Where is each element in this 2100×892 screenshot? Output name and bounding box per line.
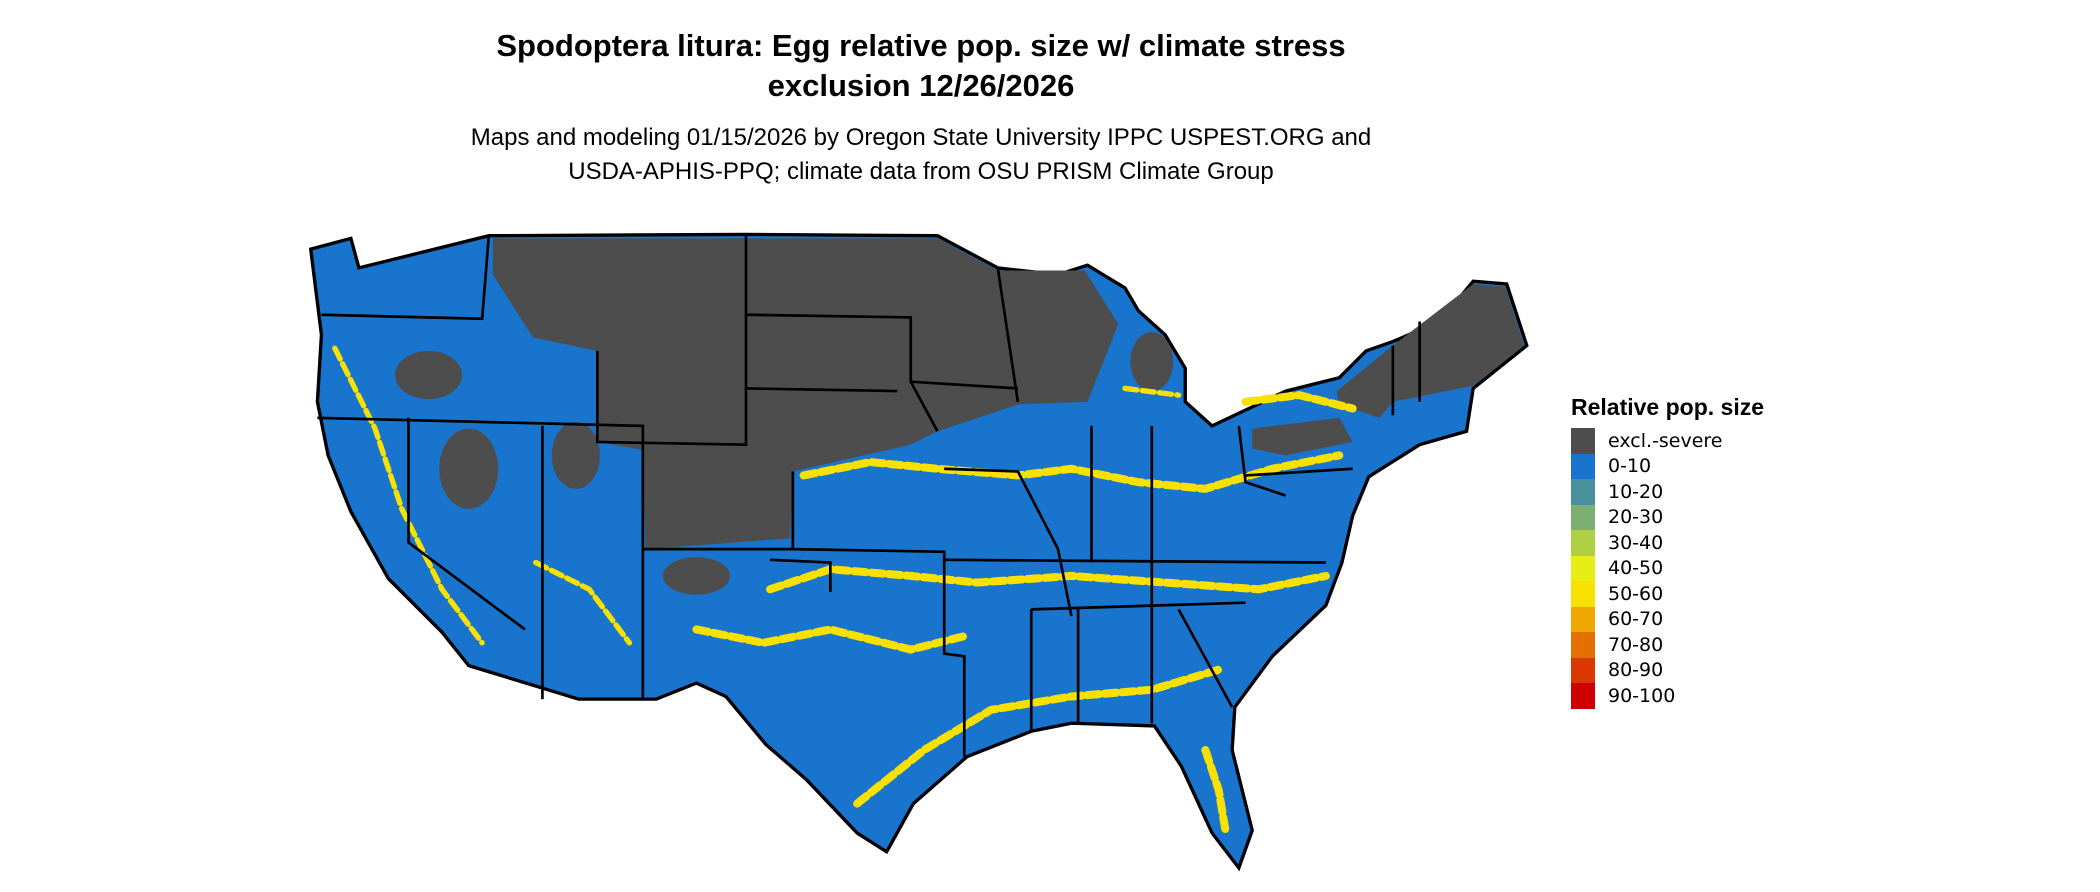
legend-swatch <box>1571 504 1595 530</box>
map-title: Spodoptera litura: Egg relative pop. siz… <box>0 26 1842 106</box>
excluded-north-central <box>492 238 1119 550</box>
subtitle-line-1: Maps and modeling 01/15/2026 by Oregon S… <box>470 124 1372 151</box>
legend-item: 90-100 <box>1571 683 1764 709</box>
band-texas <box>692 625 969 654</box>
legend-swatch <box>1571 453 1595 479</box>
band-mid-south <box>766 565 1330 594</box>
legend-item: 60-70 <box>1571 606 1764 632</box>
legend-label: 10-20 <box>1608 480 1664 503</box>
legend-swatch <box>1571 530 1595 556</box>
legend-label: 30-40 <box>1608 531 1664 554</box>
legend-title: Relative pop. size <box>1571 394 1765 420</box>
legend-label: 80-90 <box>1608 659 1664 682</box>
legend-label: 60-70 <box>1608 608 1664 631</box>
legend-item: excl.-severe <box>1571 428 1764 454</box>
legend-label: 40-50 <box>1608 557 1664 580</box>
legend-swatch <box>1571 683 1595 709</box>
legend-swatch <box>1571 428 1595 454</box>
legend-item: 30-40 <box>1571 530 1764 556</box>
title-line-1: Spodoptera litura: Egg relative pop. siz… <box>496 28 1346 63</box>
excluded-idaho <box>395 350 463 400</box>
legend: Relative pop. size excl.-severe 0-10 10-20… <box>1571 392 1764 709</box>
band-west <box>332 345 485 646</box>
state-borders <box>317 234 1421 757</box>
excluded-utah <box>551 421 600 489</box>
legend-item: 0-10 <box>1571 453 1764 479</box>
legend-swatch <box>1571 657 1595 683</box>
legend-item: 50-60 <box>1571 581 1764 607</box>
legend-item: 20-30 <box>1571 504 1764 530</box>
subtitle-line-2: USDA-APHIS-PPQ; climate data from OSU PR… <box>568 158 1274 185</box>
legend-label: 0-10 <box>1608 455 1652 478</box>
legend-label: excl.-severe <box>1608 429 1723 452</box>
legend-label: 90-100 <box>1608 684 1676 707</box>
legend-items: excl.-severe 0-10 10-20 20-30 30-40 40-50 50-6… <box>1571 428 1764 709</box>
excluded-michigan <box>1130 332 1174 392</box>
legend-swatch <box>1571 555 1595 581</box>
excluded-regions <box>395 238 1525 595</box>
legend-swatch <box>1571 606 1595 632</box>
band-northeast <box>1241 391 1357 413</box>
legend-swatch <box>1571 581 1595 607</box>
band-southwest <box>533 559 633 646</box>
title-line-2: exclusion 12/26/2026 <box>767 68 1075 103</box>
excluded-northeast <box>1336 283 1525 418</box>
legend-item: 40-50 <box>1571 555 1764 581</box>
band-florida <box>1201 746 1230 835</box>
excluded-nevada <box>439 428 499 509</box>
legend-item: 10-20 <box>1571 479 1764 505</box>
excluded-new-mexico <box>662 557 730 595</box>
legend-label: 70-80 <box>1608 633 1664 656</box>
legend-item: 70-80 <box>1571 632 1764 658</box>
excluded-pennsylvania <box>1252 417 1353 456</box>
map-subtitle: Maps and modeling 01/15/2026 by Oregon S… <box>0 121 1842 189</box>
legend-label: 50-60 <box>1608 582 1664 605</box>
legend-swatch <box>1571 479 1595 505</box>
band-michigan <box>1122 385 1182 398</box>
legend-item: 80-90 <box>1571 657 1764 683</box>
legend-swatch <box>1571 632 1595 658</box>
legend-label: 20-30 <box>1608 506 1664 529</box>
